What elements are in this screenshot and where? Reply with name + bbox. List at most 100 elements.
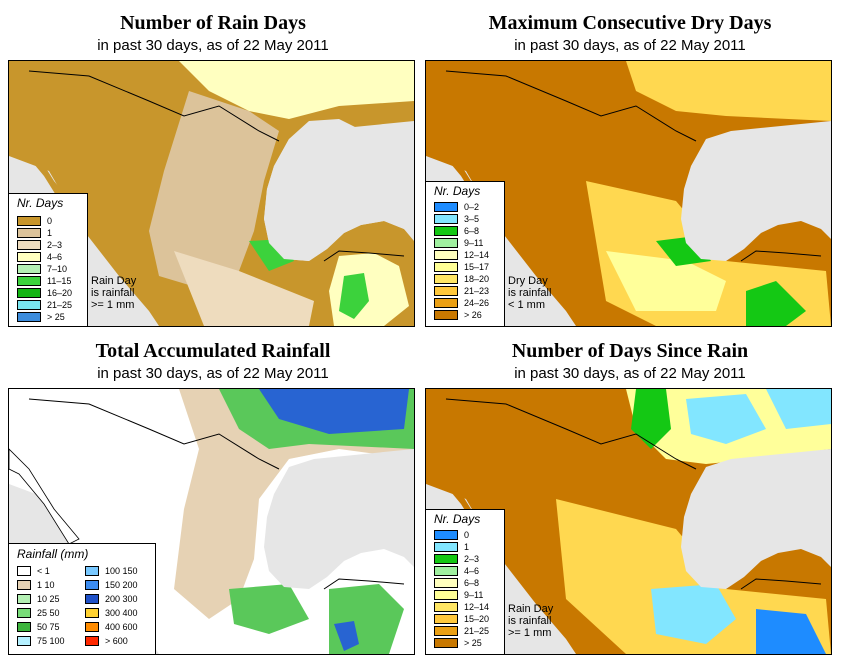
region-south-green (229, 584, 309, 634)
legend-swatch (17, 300, 41, 310)
panel-subtitle: in past 30 days, as of 22 May 2011 (97, 365, 329, 382)
legend-item: 2–3 (434, 554, 479, 564)
note-line: Rain Day (508, 603, 554, 615)
legend-label: 0 (47, 216, 53, 226)
note-line: Dry Day (508, 275, 548, 287)
legend-item: 50 75 (17, 622, 60, 632)
legend-label: 2–3 (464, 554, 480, 564)
region-cyan-south (651, 584, 736, 644)
legend-swatch (17, 264, 41, 274)
legend-label: 9–11 (464, 238, 484, 248)
legend-item: 16–20 (17, 288, 72, 298)
legend-label: 1 (464, 542, 470, 552)
legend-swatch (434, 554, 458, 564)
border-south (323, 250, 405, 262)
legend-swatch (17, 240, 41, 250)
legend-label: 0–2 (464, 202, 480, 212)
legend-item: 25 50 (17, 608, 60, 618)
legend-label: 2–3 (47, 240, 63, 250)
legend-swatch (434, 614, 458, 624)
legend-label: 7–10 (47, 264, 68, 274)
region-south-light (174, 251, 314, 326)
legend-item: < 1 (17, 566, 50, 576)
legend-label: 18–20 (464, 274, 490, 284)
legend-label: < 1 (37, 566, 50, 576)
region-tan (174, 389, 414, 619)
map-rain-days[interactable]: Nr. Days 0 1 2–3 4–6 7–10 11–15 16–20 21… (8, 60, 415, 327)
legend-swatch (85, 566, 99, 576)
map-note: Rain Day is rainfall >= 1 mm (91, 275, 136, 311)
legend-dry-days: Nr. Days 0–2 3–5 6–8 9–11 12–14 15–17 18… (426, 181, 505, 326)
legend-label: 6–8 (464, 578, 480, 588)
note-line: is rainfall (508, 615, 552, 627)
legend-swatch (17, 636, 31, 646)
legend-item: 18–20 (434, 274, 489, 284)
legend-swatch (434, 226, 458, 236)
map-accum-rain[interactable]: Rainfall (mm) < 1 1 10 10 25 25 50 50 75… (8, 388, 415, 655)
legend-swatch (434, 530, 458, 540)
panel-subtitle: in past 30 days, as of 22 May 2011 (514, 37, 746, 54)
legend-label: > 25 (47, 312, 65, 322)
legend-swatch (434, 214, 458, 224)
legend-item: 200 300 (85, 594, 138, 604)
gulf-of-mexico (681, 449, 831, 589)
map-dry-days[interactable]: Nr. Days 0–2 3–5 6–8 9–11 12–14 15–17 18… (425, 60, 832, 327)
legend-label: 24–26 (464, 298, 490, 308)
note-line: >= 1 mm (508, 627, 552, 639)
note-line: >= 1 mm (91, 299, 135, 311)
panel-title: Total Accumulated Rainfall (95, 340, 331, 362)
legend-item: > 26 (434, 310, 482, 320)
legend-swatch (434, 542, 458, 552)
panel-subtitle: in past 30 days, as of 22 May 2011 (97, 37, 329, 54)
legend-label: 300 400 (105, 608, 138, 618)
legend-item: 300 400 (85, 608, 138, 618)
legend-label: 0 (464, 530, 470, 540)
border-us-mexico (28, 70, 280, 142)
legend-item: 10 25 (17, 594, 60, 604)
legend-label: 25 50 (37, 608, 60, 618)
legend-item: 4–6 (17, 252, 62, 262)
legend-label: 15–17 (464, 262, 490, 272)
legend-swatch (434, 298, 458, 308)
legend-title: Rainfall (mm) (17, 547, 89, 561)
map-note: Rain Day is rainfall >= 1 mm (508, 603, 553, 639)
legend-item: 24–26 (434, 298, 489, 308)
legend-item: 21–25 (434, 626, 489, 636)
panel-title: Maximum Consecutive Dry Days (488, 12, 772, 34)
legend-swatch (17, 594, 31, 604)
gulf-of-mexico (264, 449, 414, 589)
legend-item: 6–8 (434, 226, 479, 236)
legend-item: 15–17 (434, 262, 489, 272)
legend-item: 0 (17, 216, 52, 226)
legend-swatch (434, 602, 458, 612)
legend-label: 4–6 (47, 252, 63, 262)
legend-item: 400 600 (85, 622, 138, 632)
panel-title: Number of Rain Days (120, 12, 306, 34)
legend-label: 100 150 (105, 566, 138, 576)
legend-swatch (434, 578, 458, 588)
legend-swatch (434, 238, 458, 248)
legend-swatch (434, 566, 458, 576)
legend-title: Nr. Days (434, 184, 481, 198)
legend-swatch (85, 594, 99, 604)
baja-peninsula (9, 121, 79, 216)
legend-label: 150 200 (105, 580, 138, 590)
border-us-mexico (445, 70, 697, 142)
legend-swatch (17, 216, 41, 226)
legend-item: 3–5 (434, 214, 479, 224)
legend-label: 12–14 (464, 602, 490, 612)
legend-label: 10 25 (37, 594, 60, 604)
legend-item: > 600 (85, 636, 128, 646)
legend-label: 9–11 (464, 590, 484, 600)
note-line: is rainfall (91, 287, 135, 299)
legend-label: > 26 (464, 310, 482, 320)
legend-swatch (434, 274, 458, 284)
legend-swatch (17, 252, 41, 262)
legend-item: 100 150 (85, 566, 138, 576)
legend-swatch (17, 312, 41, 322)
legend-item: 9–11 (434, 590, 483, 600)
legend-rain-days: Nr. Days 0 1 2–3 4–6 7–10 11–15 16–20 21… (9, 193, 88, 326)
map-since-rain[interactable]: Nr. Days 0 1 2–3 4–6 6–8 9–11 12–14 15–2… (425, 388, 832, 655)
legend-item: 15–20 (434, 614, 489, 624)
legend-item: 75 100 (17, 636, 65, 646)
